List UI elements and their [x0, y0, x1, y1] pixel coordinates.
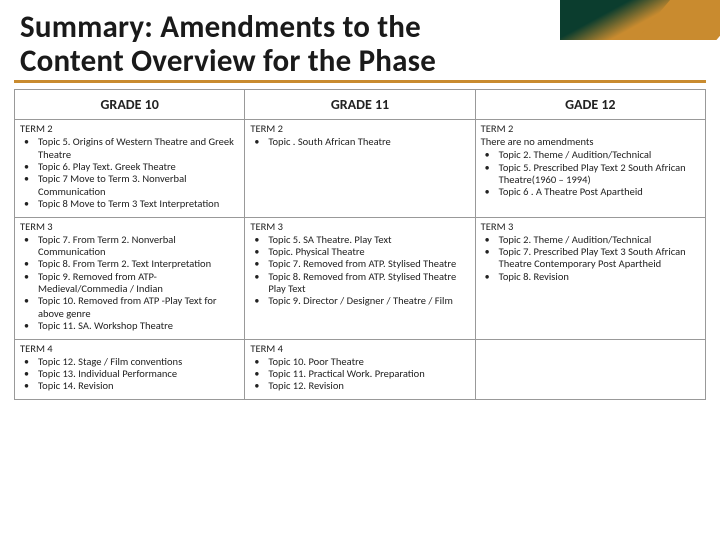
col-header-grade12: GADE 12 — [475, 90, 705, 120]
amendments-table: GRADE 10 GRADE 11 GADE 12 TERM 2 Topic 5… — [14, 89, 706, 400]
cell-g10-t4: TERM 4 Topic 12. Stage / Film convention… — [15, 339, 245, 399]
title-line-2: Content Overview for the Phase — [20, 42, 436, 80]
term-label: TERM 3 — [481, 221, 700, 233]
list-item: Topic 9. Removed from ATP-Medieval/Comme… — [20, 271, 239, 296]
col-header-grade11: GRADE 11 — [245, 90, 475, 120]
list-item: Topic 7 Move to Term 3. Nonverbal Commun… — [20, 173, 239, 198]
term-label: TERM 4 — [20, 343, 239, 355]
table-header-row: GRADE 10 GRADE 11 GADE 12 — [15, 90, 706, 120]
list-item: Topic 5. Origins of Western Theatre and … — [20, 136, 239, 161]
cell-g10-t2: TERM 2 Topic 5. Origins of Western Theat… — [15, 120, 245, 217]
term-label: TERM 4 — [250, 343, 469, 355]
list-item: Topic 8 Move to Term 3 Text Interpretati… — [20, 198, 239, 210]
list-item: Topic 6 . A Theatre Post Apartheid — [481, 186, 700, 198]
list-item: Topic 7. From Term 2. Nonverbal Communic… — [20, 234, 239, 259]
term-label: TERM 3 — [20, 221, 239, 233]
col-header-grade10: GRADE 10 — [15, 90, 245, 120]
cell-g12-t4 — [475, 339, 705, 399]
cell-g12-t2: TERM 2 There are no amendments Topic 2. … — [475, 120, 705, 217]
cell-g11-t2: TERM 2 Topic . South African Theatre — [245, 120, 475, 217]
term-label: TERM 2 — [481, 123, 700, 135]
list-item: Topic . South African Theatre — [250, 136, 469, 148]
cell-g11-t4: TERM 4 Topic 10. Poor Theatre Topic 11. … — [245, 339, 475, 399]
list-item: Topic 14. Revision — [20, 380, 239, 392]
subline: There are no amendments — [481, 136, 700, 148]
table-row: TERM 4 Topic 12. Stage / Film convention… — [15, 339, 706, 399]
table-row: TERM 3 Topic 7. From Term 2. Nonverbal C… — [15, 217, 706, 339]
list-item: Topic 5. Prescribed Play Text 2 South Af… — [481, 162, 700, 187]
title-underline — [14, 80, 706, 83]
list-item: Topic 8. Removed from ATP. Stylised Thea… — [250, 271, 469, 296]
table-row: TERM 2 Topic 5. Origins of Western Theat… — [15, 120, 706, 217]
list-item: Topic 7. Removed from ATP. Stylised Thea… — [250, 258, 469, 270]
term-label: TERM 2 — [250, 123, 469, 135]
list-item: Topic 9. Director / Designer / Theatre /… — [250, 295, 469, 307]
list-item: Topic 8. From Term 2. Text Interpretatio… — [20, 258, 239, 270]
list-item: Topic 12. Revision — [250, 380, 469, 392]
title-line-1: Summary: Amendments to the — [20, 8, 421, 46]
list-item: Topic 10. Removed from ATP -Play Text fo… — [20, 295, 239, 320]
cell-g10-t3: TERM 3 Topic 7. From Term 2. Nonverbal C… — [15, 217, 245, 339]
list-item: Topic 2. Theme / Audition/Technical — [481, 149, 700, 161]
term-label: TERM 3 — [250, 221, 469, 233]
corner-decoration — [560, 0, 720, 50]
list-item: Topic 7. Prescribed Play Text 3 South Af… — [481, 246, 700, 271]
list-item: Topic 8. Revision — [481, 271, 700, 283]
cell-g12-t3: TERM 3 Topic 2. Theme / Audition/Technic… — [475, 217, 705, 339]
cell-g11-t3: TERM 3 Topic 5. SA Theatre. Play Text To… — [245, 217, 475, 339]
list-item: Topic 11. SA. Workshop Theatre — [20, 320, 239, 332]
term-label: TERM 2 — [20, 123, 239, 135]
